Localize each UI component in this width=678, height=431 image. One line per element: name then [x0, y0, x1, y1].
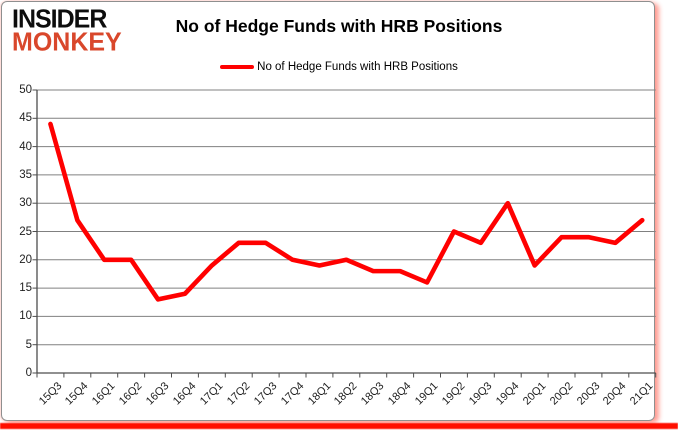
y-tick-label: 25: [19, 225, 32, 238]
legend: No of Hedge Funds with HRB Positions: [0, 59, 678, 75]
y-tick-label: 45: [19, 112, 32, 125]
y-tick-label: 35: [19, 168, 32, 181]
y-tick-label: 40: [19, 140, 32, 153]
insider-monkey-logo: INSIDER MONKEY: [12, 4, 122, 57]
series-line: [48, 121, 645, 302]
chart-title: No of Hedge Funds with HRB Positions: [175, 16, 503, 36]
logo-monkey-text: MONKEY: [12, 27, 122, 57]
legend-label: No of Hedge Funds with HRB Positions: [257, 61, 458, 73]
y-tick-label: 15: [19, 282, 32, 295]
legend-line-icon: [220, 64, 255, 70]
y-tick-label: 50: [19, 84, 32, 96]
y-tick-label: 0: [25, 367, 32, 379]
y-tick-label: 5: [25, 338, 32, 351]
logo-insider-text: INSIDER: [12, 4, 107, 34]
y-tick-label: 20: [19, 253, 32, 266]
y-tick-label: 30: [19, 197, 32, 210]
bottom-red-border: [0, 423, 678, 429]
y-tick-label: 10: [19, 310, 32, 323]
